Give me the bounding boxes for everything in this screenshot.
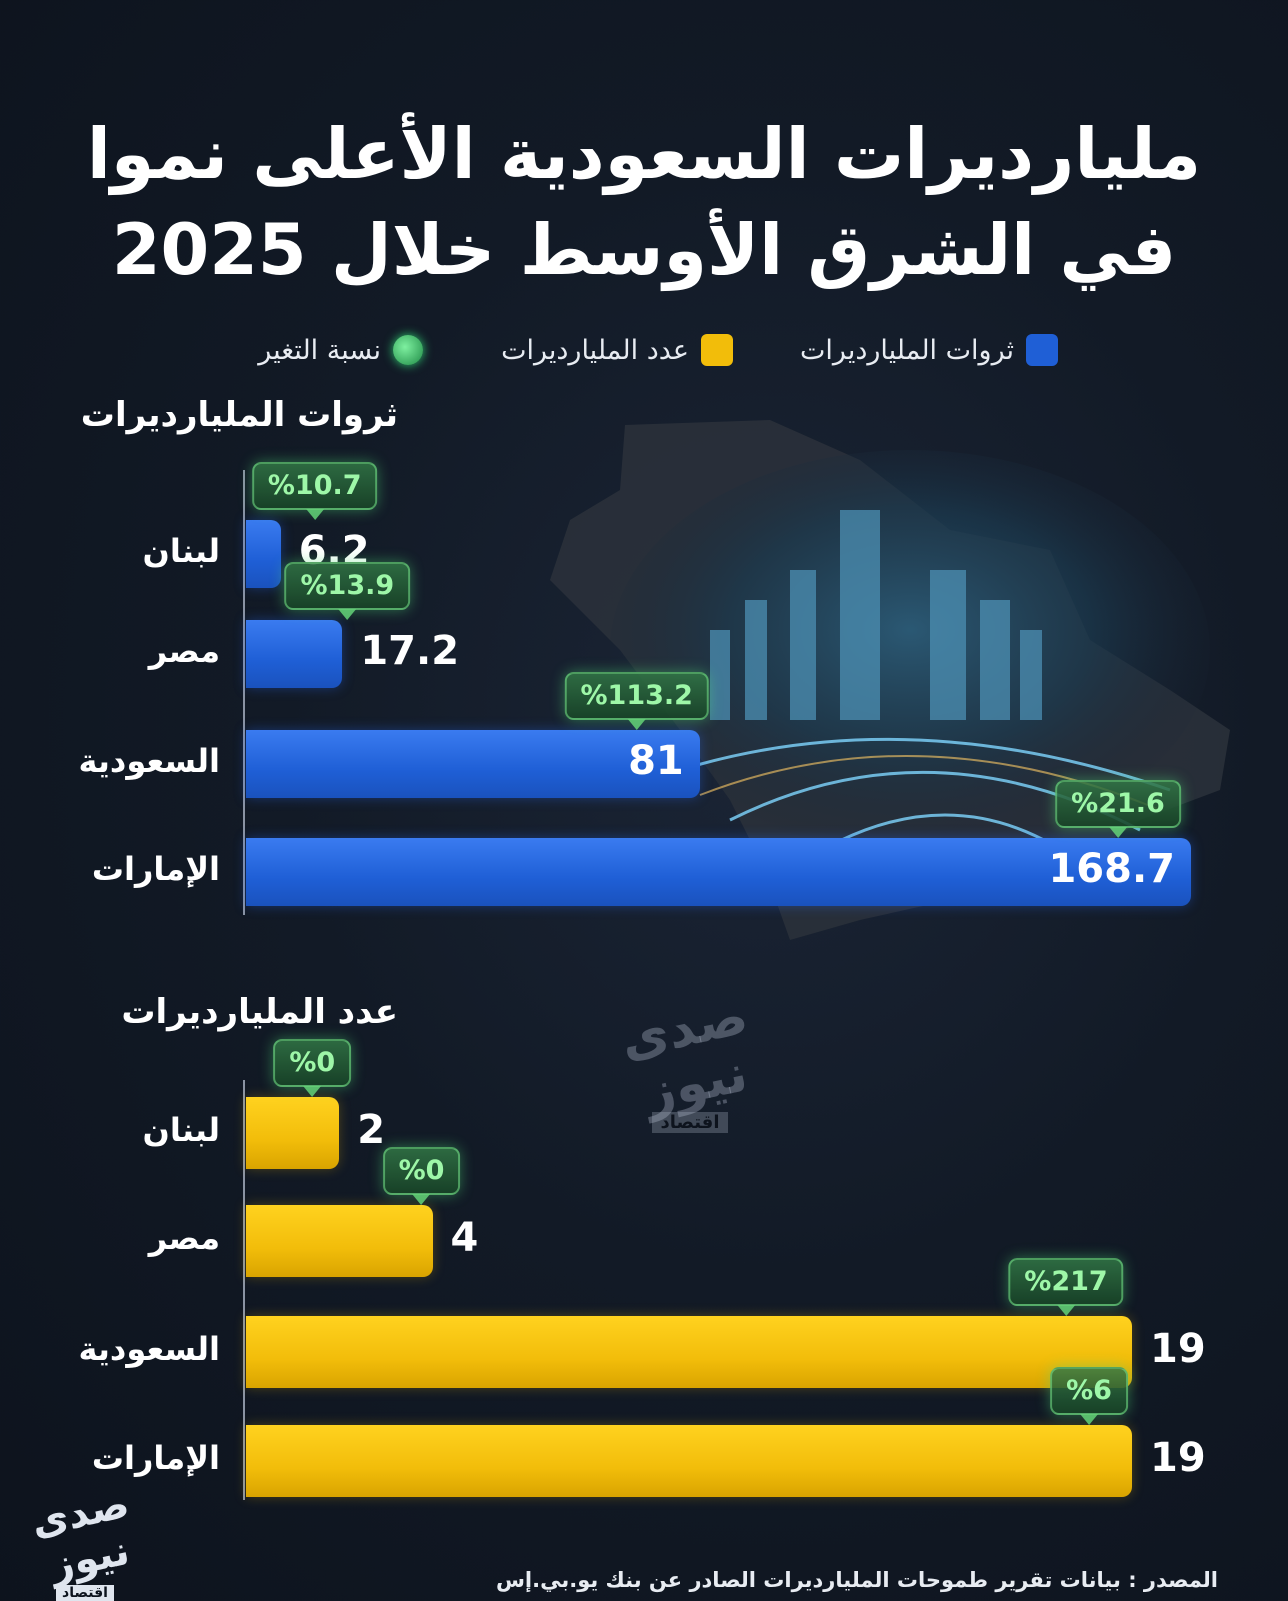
chart-wealth-value-label-1: 17.2 [360, 628, 460, 674]
chart-count-change-badge-2: %217 [1008, 1258, 1124, 1316]
chart-count-bar-0 [246, 1097, 340, 1169]
section-title-count: عدد المليارديرات [121, 992, 398, 1032]
source-note: المصدر : بيانات تقرير طموحات المليارديرا… [495, 1568, 1218, 1592]
chart-wealth-value-label-3: 168.7 [1048, 846, 1175, 892]
chart-count-bar-2 [246, 1316, 1132, 1388]
chart-wealth-category-label-3: الإمارات [91, 850, 220, 888]
legend-wealth-label: ثروات المليارديرات [800, 334, 1014, 366]
brand-logo-main: صدى نيوز [27, 1480, 134, 1590]
count-axis-line [243, 1080, 245, 1500]
wealth-axis-line [243, 470, 245, 915]
chart-count-category-label-0: لبنان [142, 1111, 220, 1149]
chart-wealth-change-badge-3: %21.6 [1055, 780, 1181, 838]
chart-wealth-category-label-1: مصر [148, 632, 220, 670]
saudi-map-illustration [550, 420, 1230, 940]
chart-wealth-value-label-2: 81 [628, 738, 684, 784]
chart-wealth-change-badge-0: %10.7 [251, 462, 378, 520]
chart-count-bar-1 [246, 1205, 433, 1277]
chart-count-category-label-1: مصر [148, 1219, 220, 1257]
chart-count-change-badge-0: %0 [273, 1039, 352, 1097]
chart-count-value-label-3: 19 [1150, 1435, 1206, 1481]
watermark-logo: صدى نيوز اقتصاد [590, 986, 790, 1133]
chart-count-category-label-2: السعودية [78, 1330, 220, 1368]
chart-wealth-bar-0 [246, 520, 281, 588]
chart-count-bar-3 [246, 1425, 1132, 1497]
page-title-line-2: في الشرق الأوسط خلال 2025 [111, 209, 1177, 291]
legend-count-swatch [701, 334, 733, 366]
legend-item-wealth: ثروات المليارديرات [800, 330, 1058, 370]
legend-change-label: نسبة التغير [258, 334, 381, 366]
chart-count-value-label-0: 2 [357, 1107, 386, 1153]
chart-count-value-label-1: 4 [450, 1215, 479, 1261]
watermark-sub-text: اقتصاد [652, 1112, 728, 1133]
legend-item-change: نسبة التغير [258, 330, 423, 370]
legend-change-dot [393, 335, 423, 365]
legend-wealth-swatch [1026, 334, 1058, 366]
chart-wealth-change-badge-2: %113.2 [564, 672, 709, 730]
section-title-wealth: ثروات المليارديرات [80, 395, 398, 435]
chart-count-category-label-3: الإمارات [91, 1439, 220, 1477]
page-title-line-1: ملياردیرات السعودية الأعلى نموا [86, 113, 1202, 195]
chart-wealth-bar-3 [246, 838, 1191, 906]
chart-count-change-badge-1: %0 [382, 1147, 461, 1205]
legend-item-count: عدد المليارديرات [501, 330, 733, 370]
legend-count-label: عدد المليارديرات [501, 334, 689, 366]
chart-wealth-category-label-2: السعودية [78, 742, 220, 780]
chart-count-change-badge-3: %6 [1050, 1367, 1128, 1425]
chart-count-value-label-2: 19 [1150, 1326, 1206, 1372]
chart-wealth-bar-2 [246, 730, 700, 798]
brand-logo-sub: اقتصاد [56, 1585, 114, 1601]
chart-wealth-bar-1 [246, 620, 343, 688]
chart-wealth-change-badge-1: %13.9 [284, 562, 411, 620]
chart-wealth-category-label-0: لبنان [142, 532, 220, 570]
brand-logo: صدى نيوز اقتصاد [27, 1481, 140, 1601]
